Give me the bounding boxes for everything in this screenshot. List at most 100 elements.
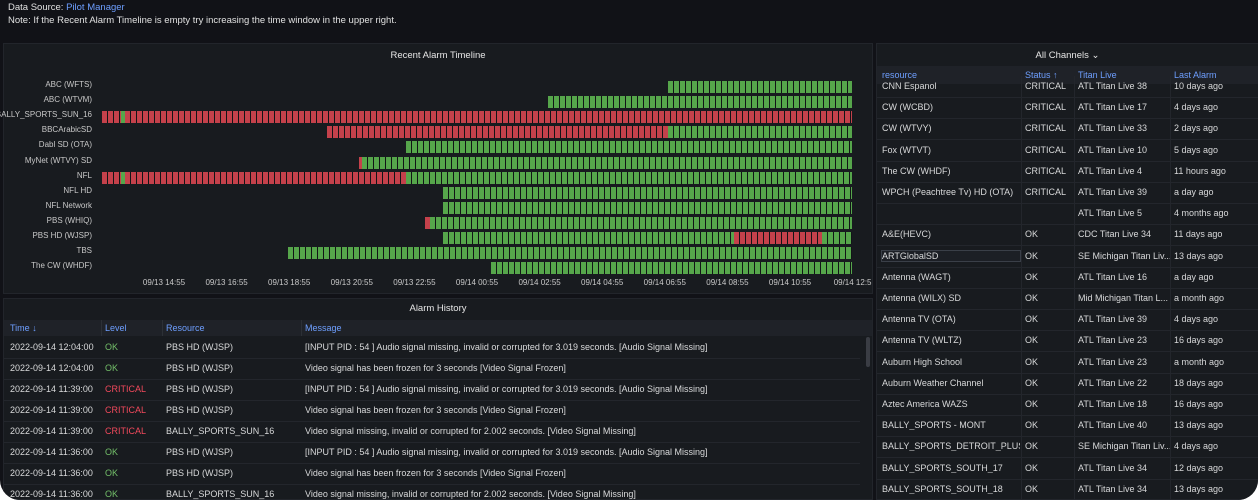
timeline-segment-ok[interactable] [429,216,852,229]
cell-resource: BALLY_SPORTS_SUN_16 [166,426,275,436]
timeline-segment-ok[interactable] [668,126,852,139]
timeline-segment-ok[interactable] [405,171,852,184]
table-row[interactable]: 2022-09-14 11:36:00 OK PBS HD (WJSP) [INPUT… [4,442,860,464]
table-row[interactable]: A&E(HEVC) OK CDC Titan Live 34 11 days ago [877,224,1258,247]
x-tick-label: 09/13 14:55 [142,278,186,287]
table-row[interactable]: 2022-09-14 12:04:00 OK PBS HD (WJSP) Video … [4,358,860,380]
cell-resource: Antenna (WAGT) [882,271,951,282]
table-row[interactable]: The CW (WHDF) CRITICAL ATL Titan Live 4 11 … [877,160,1258,183]
table-row[interactable]: 2022-09-14 11:36:00 OK PBS HD (WJSP) Video … [4,463,860,485]
col-message-header[interactable]: Message [305,323,342,333]
table-row[interactable]: BALLY_SPORTS - MONT OK ATL Titan Live 40 13… [877,415,1258,438]
cell-status: CRITICAL [1025,165,1067,176]
cell-message: Video signal has been frozen for 3 secon… [305,363,566,373]
table-row[interactable]: Fox (WTVT) CRITICAL ATL Titan Live 10 5 day… [877,139,1258,162]
timeline-title[interactable]: Recent Alarm Timeline [390,50,486,61]
timeline-segment-critical[interactable] [734,232,822,244]
timeline-segment-critical[interactable] [124,171,406,184]
table-row[interactable]: ARTGlobalSD OK SE Michigan Titan Liv... 13 … [877,245,1258,268]
col-last-alarm-header[interactable]: Last Alarm [1174,70,1217,80]
cell-resource: CW (WTVY) [882,123,932,134]
column-divider [1021,76,1022,97]
x-tick-label: 09/14 10:55 [768,278,812,287]
col-resource-header[interactable]: Resource [166,323,205,333]
cell-level: OK [105,468,119,478]
col-time-header[interactable]: Time ↓ [10,323,37,333]
timeline-segment-ok[interactable] [120,111,125,124]
timeline-segment-critical[interactable] [124,111,852,124]
alarm-history-title[interactable]: Alarm History [409,303,467,314]
cell-last-alarm: 11 days ago [1174,229,1223,240]
scrollbar-thumb[interactable] [866,337,870,367]
column-divider [1170,118,1171,140]
recent-alarm-timeline-panel: Recent Alarm Timeline ABC (WFTS) ABC (WTV… [0,43,873,294]
table-row[interactable]: BALLY_SPORTS_SOUTH_17 OK ATL Titan Live 34… [877,457,1258,480]
timeline-segment-critical[interactable] [359,156,363,169]
data-source-link[interactable]: Pilot Manager [66,2,125,13]
all-channels-title[interactable]: All Channels ⌄ [1035,50,1100,61]
timeline-segment-ok[interactable] [822,232,852,244]
table-row[interactable]: BALLY_SPORTS_SOUTH_18 OK ATL Titan Live 34… [877,478,1258,500]
table-row[interactable]: Antenna TV (OTA) OK ATL Titan Live 39 4 day… [877,309,1258,332]
timeline-segment-ok[interactable] [443,186,852,199]
timeline-segment-ok[interactable] [443,201,852,214]
table-row[interactable]: Auburn Weather Channel OK ATL Titan Live 2… [877,372,1258,395]
timeline-segment-ok[interactable] [405,141,852,154]
column-divider [1170,415,1171,437]
timeline-segment-ok[interactable] [288,247,852,260]
col-status-header[interactable]: Status ↑ [1025,70,1058,80]
column-divider [1170,394,1171,415]
cell-time: 2022-09-14 11:39:00 [10,405,93,415]
x-tick-label: 09/14 12:5 [833,278,872,287]
table-row[interactable]: WPCH (Peachtree Tv) HD (OTA) CRITICAL ATL … [877,182,1258,204]
timeline-segment-ok[interactable] [548,96,852,109]
timeline-segment-ok[interactable] [443,232,735,244]
col-titan-live-header[interactable]: Titan Live [1078,70,1117,80]
column-divider [1074,309,1075,331]
cell-resource: CNN Espanol [882,81,937,91]
cell-time: 2022-09-14 11:36:00 [10,468,93,478]
timeline-row-label: ABC (WTVM) [43,95,92,105]
table-row[interactable]: 2022-09-14 11:39:00 CRITICAL PBS HD (WJSP)… [4,400,860,422]
table-row[interactable]: CW (WCBD) CRITICAL ATL Titan Live 17 4 days… [877,97,1258,120]
cell-resource: Fox (WTVT) [882,144,931,155]
table-row[interactable]: 2022-09-14 11:36:00 OK BALLY_SPORTS_SUN_16… [4,484,860,500]
column-divider [1021,394,1022,415]
table-row[interactable]: Antenna TV (WLTZ) OK ATL Titan Live 23 16 d… [877,330,1258,353]
timeline-segment-critical[interactable] [102,111,121,124]
timeline-segment-critical[interactable] [102,171,121,184]
column-divider [1021,224,1022,246]
table-row[interactable]: BALLY_SPORTS_DETROIT_PLUS_... OK SE Michig… [877,436,1258,459]
col-resource-header[interactable]: resource [882,70,918,80]
table-row[interactable]: Aztec America WAZS OK ATL Titan Live 18 16 … [877,394,1258,416]
cell-message: Video signal missing, invalid or corrupt… [305,489,636,499]
cell-titan-live: CDC Titan Live 34 [1078,229,1152,240]
table-row[interactable]: 2022-09-14 11:39:00 CRITICAL BALLY_SPORTS_… [4,421,860,443]
column-divider [1170,372,1171,394]
timeline-segment-critical[interactable] [424,216,430,229]
timeline-segment-ok[interactable] [120,171,125,184]
cell-resource: BALLY_SPORTS - MONT [882,420,986,431]
cell-titan-live: ATL Titan Live 16 [1078,271,1148,282]
timeline-segment-ok[interactable] [490,262,852,275]
cell-resource: PBS HD (WJSP) [166,342,234,352]
cell-status: OK [1025,271,1039,282]
table-row[interactable]: CNN Espanol CRITICAL ATL Titan Live 38 10 d… [877,76,1258,98]
table-row[interactable]: Antenna (WAGT) OK ATL Titan Live 16 a day a… [877,266,1258,289]
table-row[interactable]: CW (WTVY) CRITICAL ATL Titan Live 33 2 days… [877,118,1258,141]
timeline-segment-ok[interactable] [362,156,852,169]
timeline-row-label: ABC (WFTS) [45,80,92,89]
table-row[interactable]: Antenna (WILX) SD OK Mid Michigan Titan L.… [877,288,1258,310]
col-level-header[interactable]: Level [105,323,127,333]
table-row[interactable]: Auburn High School OK ATL Titan Live 23 a m… [877,351,1258,374]
column-divider [1170,478,1171,500]
timeline-segment-ok[interactable] [668,81,852,93]
table-row[interactable]: 2022-09-14 12:04:00 OK PBS HD (WJSP) [INPUT… [4,337,860,359]
header-notes: Data Source: Pilot Manager Note: If the … [8,1,397,27]
table-row[interactable]: 2022-09-14 11:39:00 CRITICAL PBS HD (WJSP)… [4,379,860,401]
cell-resource: Auburn Weather Channel [882,377,984,388]
col-separator [162,320,163,336]
table-row[interactable]: ATL Titan Live 5 4 months ago [877,203,1258,226]
timeline-segment-critical[interactable] [327,126,669,139]
